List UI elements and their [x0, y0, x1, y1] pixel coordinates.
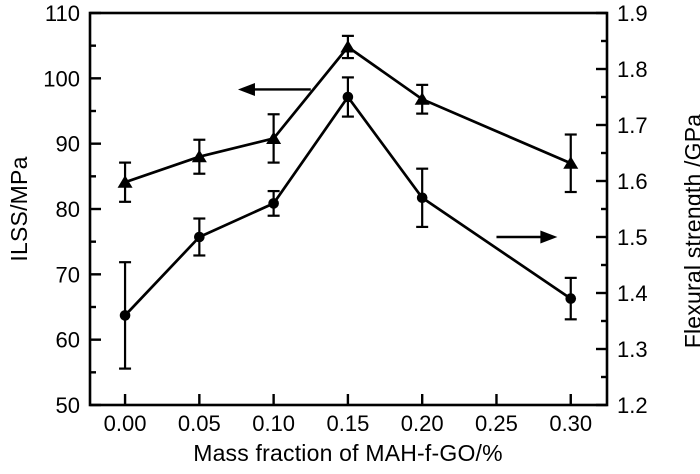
y-tick-label-right: 1.5 — [617, 225, 648, 250]
marker-triangle — [414, 92, 430, 105]
x-tick-label: 0.10 — [252, 411, 295, 436]
y-tick-label-right: 1.8 — [617, 57, 648, 82]
y-tick-label-right: 1.6 — [617, 169, 648, 194]
y-tick-label-right: 1.4 — [617, 281, 648, 306]
y-tick-label-left: 60 — [56, 328, 80, 353]
y-tick-label-right: 1.9 — [617, 1, 648, 26]
marker-triangle — [191, 149, 207, 163]
marker-circle — [416, 192, 428, 204]
plot-frame — [88, 11, 609, 407]
y-axis-label-left: ILSS/MPa — [6, 156, 32, 262]
marker-triangle — [266, 131, 282, 144]
y-tick-label-right: 1.2 — [617, 393, 648, 418]
marker-triangle — [563, 156, 579, 169]
x-axis-label: Mass fraction of MAH-f-GO/% — [193, 440, 503, 466]
y-tick-label-left: 90 — [56, 132, 80, 157]
y-tick-label-left: 110 — [45, 1, 80, 26]
x-tick-label: 0.20 — [401, 411, 444, 436]
x-tick-label: 0.30 — [549, 411, 592, 436]
marker-circle — [565, 293, 577, 304]
arrow-head-right-icon — [540, 230, 558, 244]
marker-circle — [342, 91, 354, 103]
x-tick-label: 0.05 — [178, 411, 221, 436]
marker-circle — [268, 198, 279, 209]
series-line-ilss — [124, 45, 572, 184]
arrow-head-left-icon — [237, 82, 255, 96]
y-axis-label-right: Flexural strength /GPa — [680, 113, 700, 349]
y-tick-label-right: 1.3 — [617, 337, 648, 362]
x-tick-label: 0.00 — [104, 411, 147, 436]
y-tick-label-left: 50 — [56, 393, 80, 418]
marker-circle — [119, 310, 131, 321]
y-tick-label-left: 80 — [56, 197, 80, 222]
marker-triangle — [340, 39, 356, 53]
marker-triangle — [117, 175, 133, 188]
y-tick-label-left: 100 — [43, 66, 80, 91]
y-tick-label-right: 1.7 — [617, 113, 648, 138]
x-tick-label: 0.15 — [326, 411, 369, 436]
y-tick-label-left: 70 — [56, 262, 80, 287]
series-line-flexural-strength — [124, 94, 572, 317]
marker-circle — [194, 231, 205, 243]
x-tick-label: 0.25 — [475, 411, 518, 436]
